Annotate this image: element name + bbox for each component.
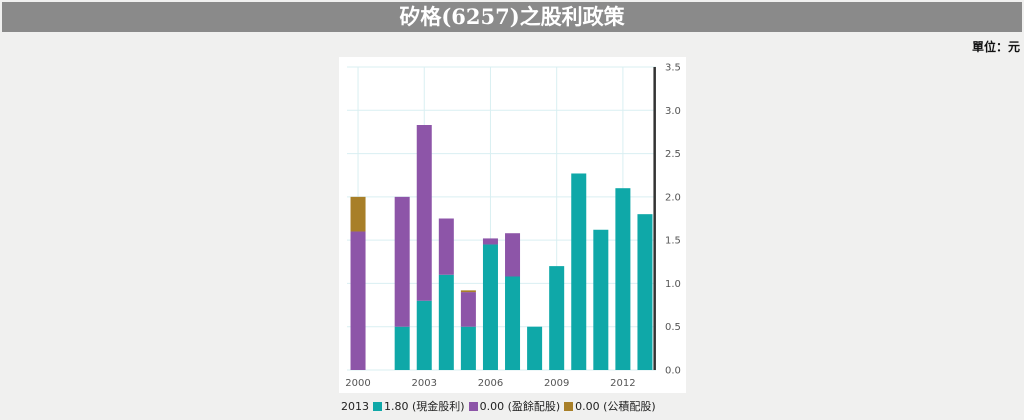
bar-stock-dividend[interactable] (416, 125, 432, 301)
y-tick-label: 3.0 (665, 106, 681, 117)
legend-swatch-cash (373, 401, 382, 411)
x-tick-label: 2000 (345, 378, 370, 389)
bar-cash-dividend[interactable] (615, 188, 631, 370)
y-tick-label: 0.0 (665, 366, 681, 377)
bar-cash-dividend[interactable] (571, 173, 587, 370)
bar-cash-dividend[interactable] (527, 326, 543, 370)
y-tick-label: 3.5 (665, 63, 681, 74)
legend-cash-text: 1.80 (現金股利) (384, 400, 465, 413)
legend-retained-text: 0.00 (盈餘配股) (479, 400, 561, 413)
bar-stock-dividend[interactable] (438, 218, 454, 275)
y-tick-label: 2.5 (665, 149, 681, 160)
chart-legend: 2013 1.80 (現金股利) 0.00 (盈餘配股) 0.00 (公積配股) (341, 398, 656, 414)
legend-year: 2013 (341, 399, 369, 413)
bar-capital-dividend[interactable] (350, 196, 366, 232)
bar-capital-dividend[interactable] (460, 290, 476, 293)
bar-stock-dividend[interactable] (482, 238, 498, 245)
x-tick-label: 2003 (412, 378, 437, 389)
legend-swatch-capital (564, 401, 574, 411)
y-tick-label: 2.0 (665, 192, 681, 203)
bar-cash-dividend[interactable] (438, 274, 454, 370)
x-tick-label: 2009 (544, 378, 569, 389)
page-title: 矽格(6257)之股利政策 (2, 2, 1022, 32)
bar-stock-dividend[interactable] (460, 292, 476, 327)
y-tick-label: 0.5 (665, 322, 681, 333)
legend-capital-text: 0.00 (公積配股) (575, 400, 656, 413)
bar-cash-dividend[interactable] (637, 214, 653, 370)
bar-cash-dividend[interactable] (482, 244, 498, 370)
unit-label: 單位：元 (971, 40, 1020, 54)
bar-cash-dividend[interactable] (394, 326, 410, 370)
bar-cash-dividend[interactable] (505, 276, 521, 370)
bar-stock-dividend[interactable] (350, 231, 366, 370)
y-tick-label: 1.0 (665, 279, 681, 290)
chart-panel: 0.0 0.5 1.0 1.5 2.0 2.5 3.0 3.5 2000 2003 2006 2009… (339, 57, 686, 393)
bar-cash-dividend[interactable] (593, 229, 609, 370)
legend-swatch-retained (468, 401, 478, 411)
x-tick-label: 2012 (610, 378, 635, 389)
bar-stock-dividend[interactable] (394, 196, 410, 327)
bar-stock-dividend[interactable] (505, 233, 521, 277)
y-tick-label: 1.5 (665, 236, 681, 247)
x-tick-label: 2006 (478, 378, 503, 389)
dividend-chart[interactable]: 0.0 0.5 1.0 1.5 2.0 2.5 3.0 3.5 2000 2003 2006 2009… (339, 57, 686, 393)
bar-cash-dividend[interactable] (460, 326, 476, 370)
bar-cash-dividend[interactable] (416, 300, 432, 370)
bar-cash-dividend[interactable] (549, 266, 565, 370)
